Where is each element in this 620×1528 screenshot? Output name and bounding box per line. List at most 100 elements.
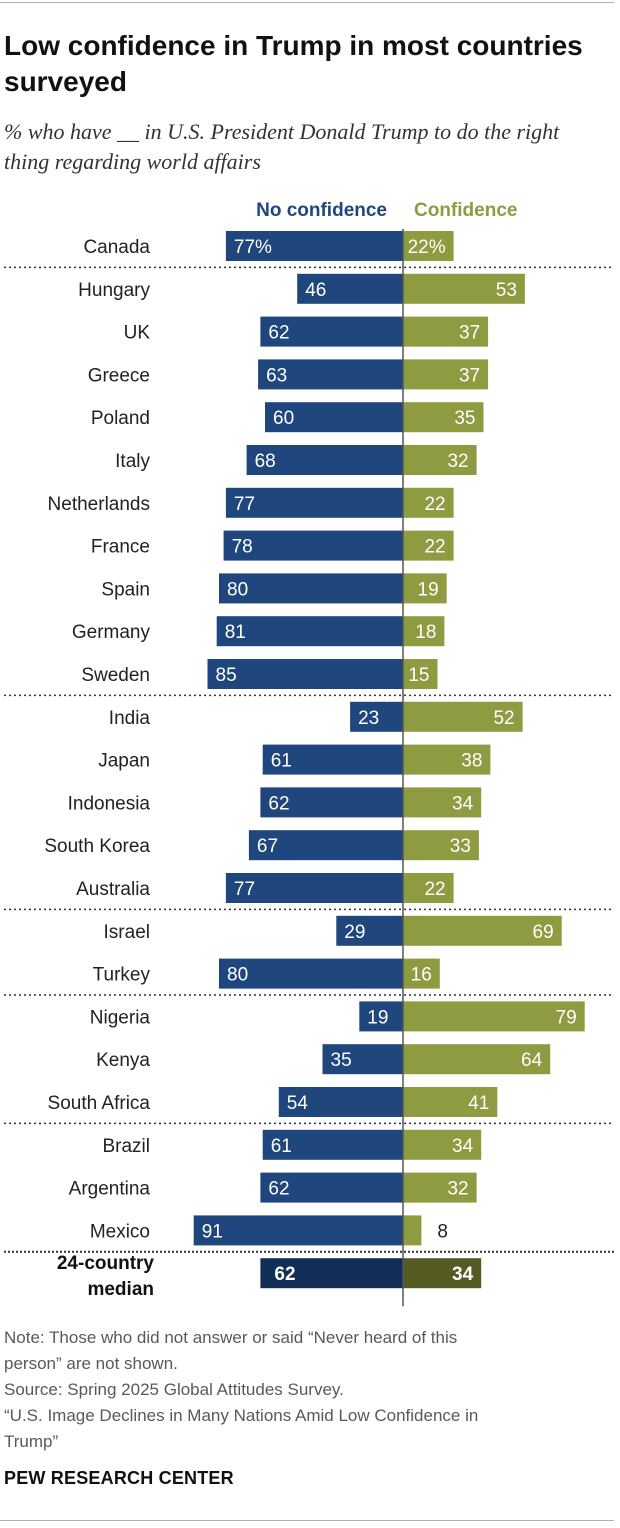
value-label-no-confidence: 80: [227, 965, 248, 986]
bar-confidence: [403, 915, 562, 946]
bar-confidence: [403, 1129, 482, 1160]
bar-no-confidence: [297, 273, 403, 304]
country-label: Japan: [98, 751, 150, 772]
value-label-no-confidence: 67: [257, 836, 278, 857]
value-label-no-confidence: 63: [266, 365, 287, 386]
country-label: Turkey: [93, 965, 151, 986]
note-line-1: Note: Those who did not answer or said “…: [4, 1328, 458, 1347]
bar-confidence: [403, 787, 482, 818]
bar-no-confidence: [260, 316, 403, 347]
bar-no-confidence: [262, 1129, 403, 1160]
value-label-no-confidence: 19: [367, 1007, 388, 1028]
country-label: Sweden: [81, 665, 150, 686]
value-label-confidence: 19: [418, 579, 439, 600]
bar-no-confidence: [207, 659, 403, 689]
country-label: Mexico: [90, 1221, 150, 1242]
bar-confidence: [403, 1087, 498, 1117]
bar-confidence: [403, 573, 447, 604]
value-label-no-confidence: 77%: [234, 237, 272, 258]
value-label-confidence: 16: [411, 965, 432, 986]
bar-confidence: [403, 1001, 585, 1032]
bar-confidence: [403, 1044, 551, 1075]
value-label-confidence: 34: [452, 793, 474, 814]
bar-confidence: [403, 1172, 477, 1203]
value-label-confidence: 22: [424, 879, 445, 900]
bar-no-confidence: [225, 487, 403, 518]
median-bar-no-confidence: [260, 1258, 403, 1289]
value-label-confidence: 38: [461, 751, 482, 772]
country-label: India: [109, 708, 151, 729]
bar-no-confidence: [322, 1044, 403, 1075]
bar-no-confidence: [225, 873, 403, 903]
country-label: Italy: [115, 451, 150, 472]
value-label-no-confidence: 77: [234, 879, 255, 900]
value-label-no-confidence: 78: [232, 537, 253, 558]
bar-confidence: [403, 316, 489, 347]
value-label-confidence: 18: [415, 622, 436, 643]
country-label: Israel: [104, 922, 150, 943]
bar-confidence: [403, 958, 440, 989]
bar-no-confidence: [246, 445, 403, 475]
value-label-no-confidence: 46: [305, 280, 326, 301]
value-label-confidence: 79: [556, 1007, 577, 1028]
value-label-confidence: 53: [496, 280, 517, 301]
bar-no-confidence: [225, 231, 403, 261]
bar-no-confidence: [216, 616, 403, 647]
bottom-rule: [0, 1520, 614, 1521]
value-label-no-confidence: 62: [268, 793, 289, 814]
bar-confidence: [403, 530, 454, 561]
value-label-confidence: 32: [447, 1179, 468, 1200]
bar-confidence: [403, 744, 491, 775]
bar-confidence: [403, 359, 489, 390]
country-label: Australia: [76, 879, 150, 900]
bar-no-confidence: [262, 744, 403, 775]
country-label: South Korea: [44, 836, 150, 857]
bar-no-confidence: [260, 1172, 403, 1203]
value-label-no-confidence: 60: [273, 408, 294, 429]
bar-no-confidence: [265, 402, 403, 433]
diverging-bar-chart: No confidence Confidence Canada 77% 22% Hunga…: [4, 200, 614, 1307]
bar-no-confidence: [336, 915, 403, 946]
median-bar-confidence: [403, 1258, 482, 1289]
value-label-confidence: 22: [424, 537, 445, 558]
value-label-confidence: 32: [447, 451, 468, 472]
note-line-2: person” are not shown.: [4, 1354, 178, 1373]
country-label: Germany: [72, 622, 151, 643]
bar-confidence: [403, 231, 454, 261]
value-label-no-confidence: 62: [268, 323, 289, 344]
value-label-no-confidence: 80: [227, 579, 248, 600]
country-label: Netherlands: [48, 494, 150, 515]
bar-no-confidence: [223, 530, 403, 561]
country-label: Kenya: [96, 1050, 150, 1071]
bar-confidence: [403, 701, 523, 732]
value-label-no-confidence: 77: [234, 494, 255, 515]
country-label: Poland: [91, 408, 150, 429]
chart-subtitle: % who have __ in U.S. President Donald T…: [4, 119, 560, 174]
bar-confidence: [403, 273, 525, 304]
country-label: UK: [124, 323, 151, 344]
median-value-no-confidence: 62: [274, 1264, 295, 1285]
value-label-confidence: 22: [424, 494, 445, 515]
bar-no-confidence: [248, 830, 403, 861]
value-label-no-confidence: 35: [331, 1050, 352, 1071]
report-line-1: “U.S. Image Declines in Many Nations Ami…: [4, 1406, 479, 1425]
value-label-confidence: 37: [459, 365, 480, 386]
country-label: Spain: [101, 579, 150, 600]
value-label-no-confidence: 61: [271, 751, 292, 772]
value-label-confidence: 69: [533, 922, 554, 943]
bar-confidence: [403, 830, 479, 861]
value-label-confidence: 22%: [408, 237, 446, 258]
value-label-confidence: 37: [459, 323, 480, 344]
bar-no-confidence: [350, 701, 403, 732]
value-label-no-confidence: 85: [216, 665, 237, 686]
country-label: Brazil: [102, 1136, 150, 1157]
value-label-confidence: 8: [437, 1221, 448, 1242]
value-label-no-confidence: 23: [358, 708, 379, 729]
value-label-no-confidence: 61: [271, 1136, 292, 1157]
median-label-line-1: 24-country: [57, 1253, 155, 1274]
country-label: Nigeria: [90, 1007, 151, 1028]
pew-logo-text: PEW RESEARCH CENTER: [4, 1468, 234, 1488]
value-label-no-confidence: 29: [344, 922, 365, 943]
value-label-confidence: 15: [408, 665, 429, 686]
value-label-no-confidence: 81: [225, 622, 246, 643]
